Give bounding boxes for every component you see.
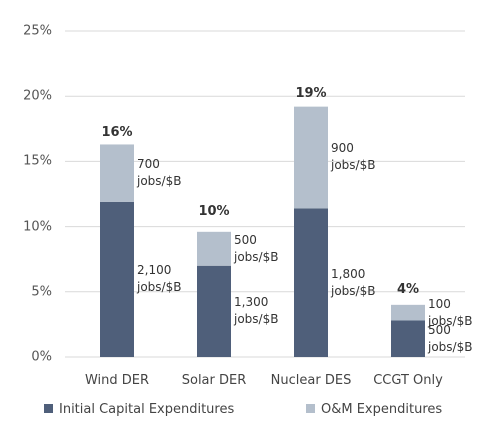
legend-swatch bbox=[44, 404, 53, 413]
segment-annotation: 1,800 jobs/$B bbox=[331, 266, 376, 298]
segment-annotation: 900 jobs/$B bbox=[331, 141, 376, 173]
legend-swatch bbox=[306, 404, 315, 413]
legend-label: O&M Expenditures bbox=[321, 402, 443, 417]
segment-annotation: 500 jobs/$B bbox=[428, 322, 473, 354]
x-tick-label: Nuclear DES bbox=[270, 373, 352, 388]
total-label: 4% bbox=[396, 281, 420, 297]
bar-segment bbox=[100, 201, 134, 357]
legend-label: Initial Capital Expenditures bbox=[59, 402, 235, 417]
x-tick-label: Solar DER bbox=[181, 373, 247, 388]
total-label: 10% bbox=[198, 203, 230, 219]
bar-segment bbox=[197, 231, 231, 266]
y-tick-label: 5% bbox=[31, 284, 52, 300]
segment-annotation: 100 jobs/$B bbox=[428, 296, 473, 328]
x-tick-label: Wind DER bbox=[84, 373, 150, 388]
x-tick-label: CCGT Only bbox=[373, 373, 443, 388]
segment-annotation: 700 jobs/$B bbox=[137, 157, 182, 189]
bar-segment bbox=[294, 106, 328, 209]
y-tick-label: 25% bbox=[23, 23, 52, 39]
bar-segment bbox=[197, 265, 231, 357]
legend-item: Initial Capital Expenditures bbox=[44, 402, 234, 417]
segment-annotation: 2,100 jobs/$B bbox=[137, 263, 182, 295]
total-label: 19% bbox=[295, 86, 327, 102]
segment-annotation: 500 jobs/$B bbox=[234, 232, 279, 264]
bar-segment bbox=[391, 320, 425, 357]
bar-segment bbox=[100, 144, 134, 202]
total-label: 16% bbox=[101, 125, 133, 141]
legend-item: O&M Expenditures bbox=[306, 402, 442, 417]
y-tick-label: 0% bbox=[31, 349, 52, 365]
bar-segment bbox=[294, 208, 328, 357]
y-tick-label: 10% bbox=[23, 219, 52, 235]
bar-segment bbox=[391, 304, 425, 321]
segment-annotation: 1,300 jobs/$B bbox=[234, 295, 279, 327]
y-tick-label: 20% bbox=[23, 88, 52, 104]
y-tick-label: 15% bbox=[23, 153, 52, 169]
